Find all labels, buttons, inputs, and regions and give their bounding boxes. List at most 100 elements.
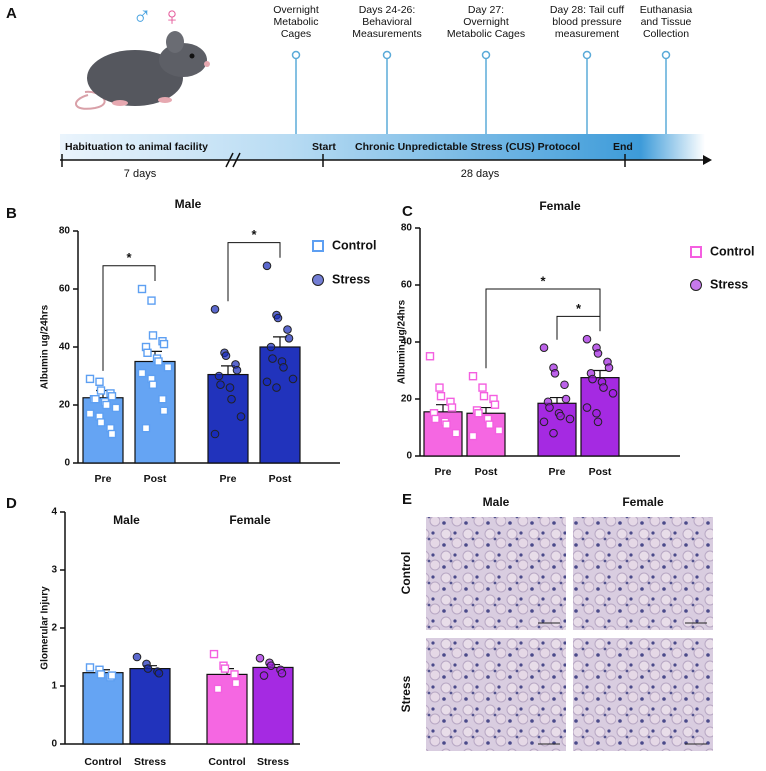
- data-point: [431, 414, 440, 424]
- event-label: Day 28: Tail cuff: [550, 4, 624, 16]
- error-bar: [550, 396, 564, 404]
- x-tick-label: Post: [269, 473, 292, 485]
- column-label: Male: [483, 495, 510, 509]
- y-axis-label: Albumin ug/24hrs: [40, 304, 51, 389]
- event-label: Overnight: [463, 16, 509, 28]
- data-point: [593, 349, 603, 358]
- data-point: [545, 403, 554, 412]
- data-point: [262, 377, 272, 387]
- event-label: Behavioral: [362, 16, 412, 28]
- data-point: [565, 414, 575, 424]
- panel-letter: E: [402, 491, 412, 508]
- data-point: [216, 380, 225, 390]
- data-point: [159, 406, 169, 415]
- data-point: [85, 663, 95, 672]
- data-point: [279, 363, 288, 372]
- bar: [82, 672, 124, 745]
- data-point: [442, 420, 451, 429]
- data-point: [143, 348, 152, 357]
- data-point: [478, 383, 487, 392]
- data-point: [266, 342, 276, 352]
- duration-label: 7 days: [124, 168, 157, 180]
- significance-bracket: [556, 315, 601, 340]
- y-tick-label: 40: [59, 342, 71, 353]
- data-point: [132, 652, 142, 662]
- data-point: [236, 412, 246, 421]
- data-point: [96, 386, 106, 395]
- mouse-illustration: [75, 31, 210, 110]
- y-axis-label: Glomerular Injury: [40, 586, 51, 670]
- event-label: Measurements: [352, 28, 421, 40]
- data-point: [232, 365, 242, 375]
- data-point: [230, 670, 239, 679]
- data-point: [550, 369, 560, 378]
- bar: [134, 360, 176, 464]
- data-point: [490, 400, 500, 409]
- data-point: [588, 374, 597, 384]
- data-point: [85, 409, 95, 418]
- timeline-label: Start: [312, 141, 336, 153]
- sex-symbol: ♀: [162, 1, 182, 31]
- legend-marker: [312, 240, 324, 252]
- row-label: Control: [399, 552, 413, 595]
- y-tick-label: 20: [59, 400, 71, 411]
- data-point: [147, 296, 156, 305]
- data-point: [209, 649, 219, 659]
- legend-label: Control: [332, 238, 376, 252]
- y-tick-label: 4: [51, 507, 57, 518]
- data-point: [214, 371, 224, 381]
- data-point: [283, 325, 292, 334]
- event-pin: [582, 50, 592, 60]
- y-tick-label: 20: [401, 394, 413, 405]
- data-point: [273, 313, 283, 323]
- data-point: [107, 671, 117, 680]
- data-point: [447, 403, 457, 412]
- data-point: [111, 403, 121, 413]
- data-point: [284, 334, 294, 343]
- data-point: [582, 334, 592, 344]
- event-label: Days 24-26:: [359, 4, 416, 16]
- y-tick-label: 0: [51, 739, 57, 750]
- legend-label: Stress: [332, 272, 370, 286]
- data-point: [91, 395, 100, 404]
- x-tick-label: Post: [589, 466, 612, 478]
- legend-label: Control: [710, 244, 754, 258]
- data-point: [141, 424, 151, 433]
- legend-marker: [690, 279, 702, 291]
- x-tick-label: Post: [475, 466, 498, 478]
- bar: [252, 666, 294, 745]
- x-tick-label: Stress: [257, 756, 289, 768]
- data-point: [159, 339, 169, 349]
- data-point: [582, 403, 592, 412]
- data-point: [102, 400, 111, 410]
- panel-letter: B: [6, 205, 17, 222]
- micrograph: [426, 638, 566, 751]
- data-point: [539, 343, 549, 353]
- timeline-label: End: [613, 141, 633, 153]
- data-point: [592, 408, 601, 418]
- bar: [129, 667, 171, 745]
- data-point: [154, 357, 163, 366]
- significance-label: *: [576, 301, 582, 316]
- sex-symbol: ♂: [132, 1, 152, 31]
- group-title: Male: [113, 513, 140, 527]
- data-point: [604, 363, 614, 372]
- event-label: measurement: [555, 28, 619, 40]
- x-tick-label: Pre: [435, 466, 452, 478]
- data-point: [474, 409, 483, 418]
- y-tick-label: 80: [401, 223, 413, 234]
- significance-bracket: [485, 288, 601, 369]
- panel-letter: D: [6, 495, 17, 512]
- event-pin: [382, 50, 392, 60]
- axis-break: [225, 152, 241, 168]
- data-point: [148, 380, 158, 389]
- panel-letter: A: [6, 5, 17, 22]
- significance-label: *: [540, 273, 546, 288]
- y-tick-label: 60: [59, 284, 71, 295]
- data-point: [227, 394, 236, 404]
- x-tick-label: Stress: [134, 756, 166, 768]
- y-tick-label: 60: [401, 280, 413, 291]
- data-point: [96, 418, 106, 427]
- x-tick-label: Control: [84, 756, 121, 768]
